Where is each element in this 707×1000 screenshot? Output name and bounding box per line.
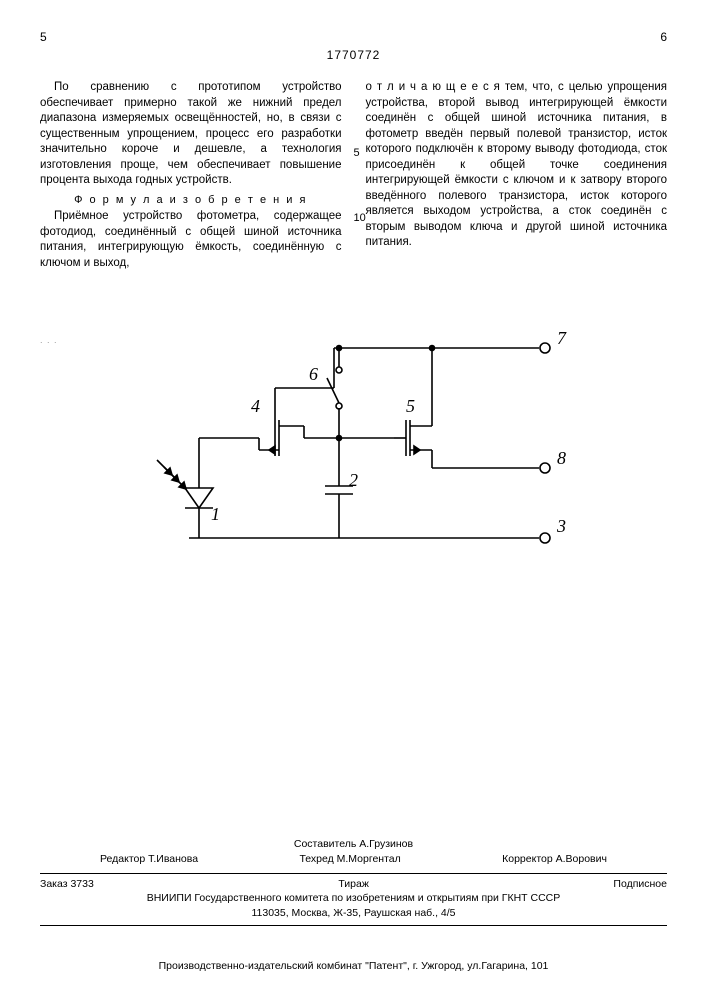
page-left: 5 xyxy=(40,30,47,44)
circuit-diagram: 3 7 1 4 2 6 8 5 xyxy=(139,308,569,588)
text-columns: По сравнению с прототипом устройство обе… xyxy=(40,80,667,272)
org-line-2: 113035, Москва, Ж-35, Раушская наб., 4/5 xyxy=(40,907,667,921)
order-no: Заказ 3733 xyxy=(40,878,94,890)
svg-text:7: 7 xyxy=(557,328,567,348)
line-mark-5: 5 xyxy=(354,147,360,159)
printery-line: Производственно-издательский комбинат "П… xyxy=(0,960,707,972)
footer-rule-2 xyxy=(40,925,667,926)
svg-text:8: 8 xyxy=(557,448,566,468)
patent-number: 1770772 xyxy=(40,48,667,62)
line-mark-10: 10 xyxy=(354,212,366,224)
col1-para2: Приёмное устройство фотометра, содержаще… xyxy=(40,209,342,271)
header-row: 5 6 xyxy=(40,30,667,44)
editor: Редактор Т.Иванова xyxy=(100,852,198,867)
col1-para1: По сравнению с прототипом устройство обе… xyxy=(40,80,342,189)
formula-heading: Ф о р м у л а и з о б р е т е н и я xyxy=(40,193,342,208)
page-right: 6 xyxy=(660,30,667,44)
tirazh: Тираж xyxy=(338,878,369,890)
footer-block: Составитель А.Грузинов Редактор Т.Иванов… xyxy=(40,837,667,930)
circuit-diagram-wrap: 3 7 1 4 2 6 8 5 xyxy=(40,308,667,588)
org-line-1: ВНИИПИ Государственного комитета по изоб… xyxy=(40,892,667,906)
svg-text:3: 3 xyxy=(556,516,566,536)
page: 5 6 1770772 5 10 По сравнению с прототип… xyxy=(0,0,707,1000)
corrector: Корректор А.Ворович xyxy=(502,852,607,867)
footer-rule-1 xyxy=(40,873,667,874)
svg-text:1: 1 xyxy=(211,504,220,524)
techred: Техред М.Моргентал xyxy=(299,852,400,867)
svg-text:6: 6 xyxy=(309,364,318,384)
compiler: Составитель А.Грузинов xyxy=(294,837,413,852)
scan-artifact: . . . xyxy=(40,335,58,345)
footer-order-row: Заказ 3733 Тираж Подписное xyxy=(40,878,667,890)
col2-para1: о т л и ч а ю щ е е с я тем, что, с цель… xyxy=(366,80,668,251)
column-right: о т л и ч а ю щ е е с я тем, что, с цель… xyxy=(366,80,668,272)
subscr: Подписное xyxy=(613,878,667,890)
svg-text:5: 5 xyxy=(406,396,415,416)
footer-names: Составитель А.Грузинов Редактор Т.Иванов… xyxy=(40,837,667,866)
column-left: По сравнению с прототипом устройство обе… xyxy=(40,80,342,272)
svg-text:2: 2 xyxy=(349,470,358,490)
svg-text:4: 4 xyxy=(251,396,260,416)
